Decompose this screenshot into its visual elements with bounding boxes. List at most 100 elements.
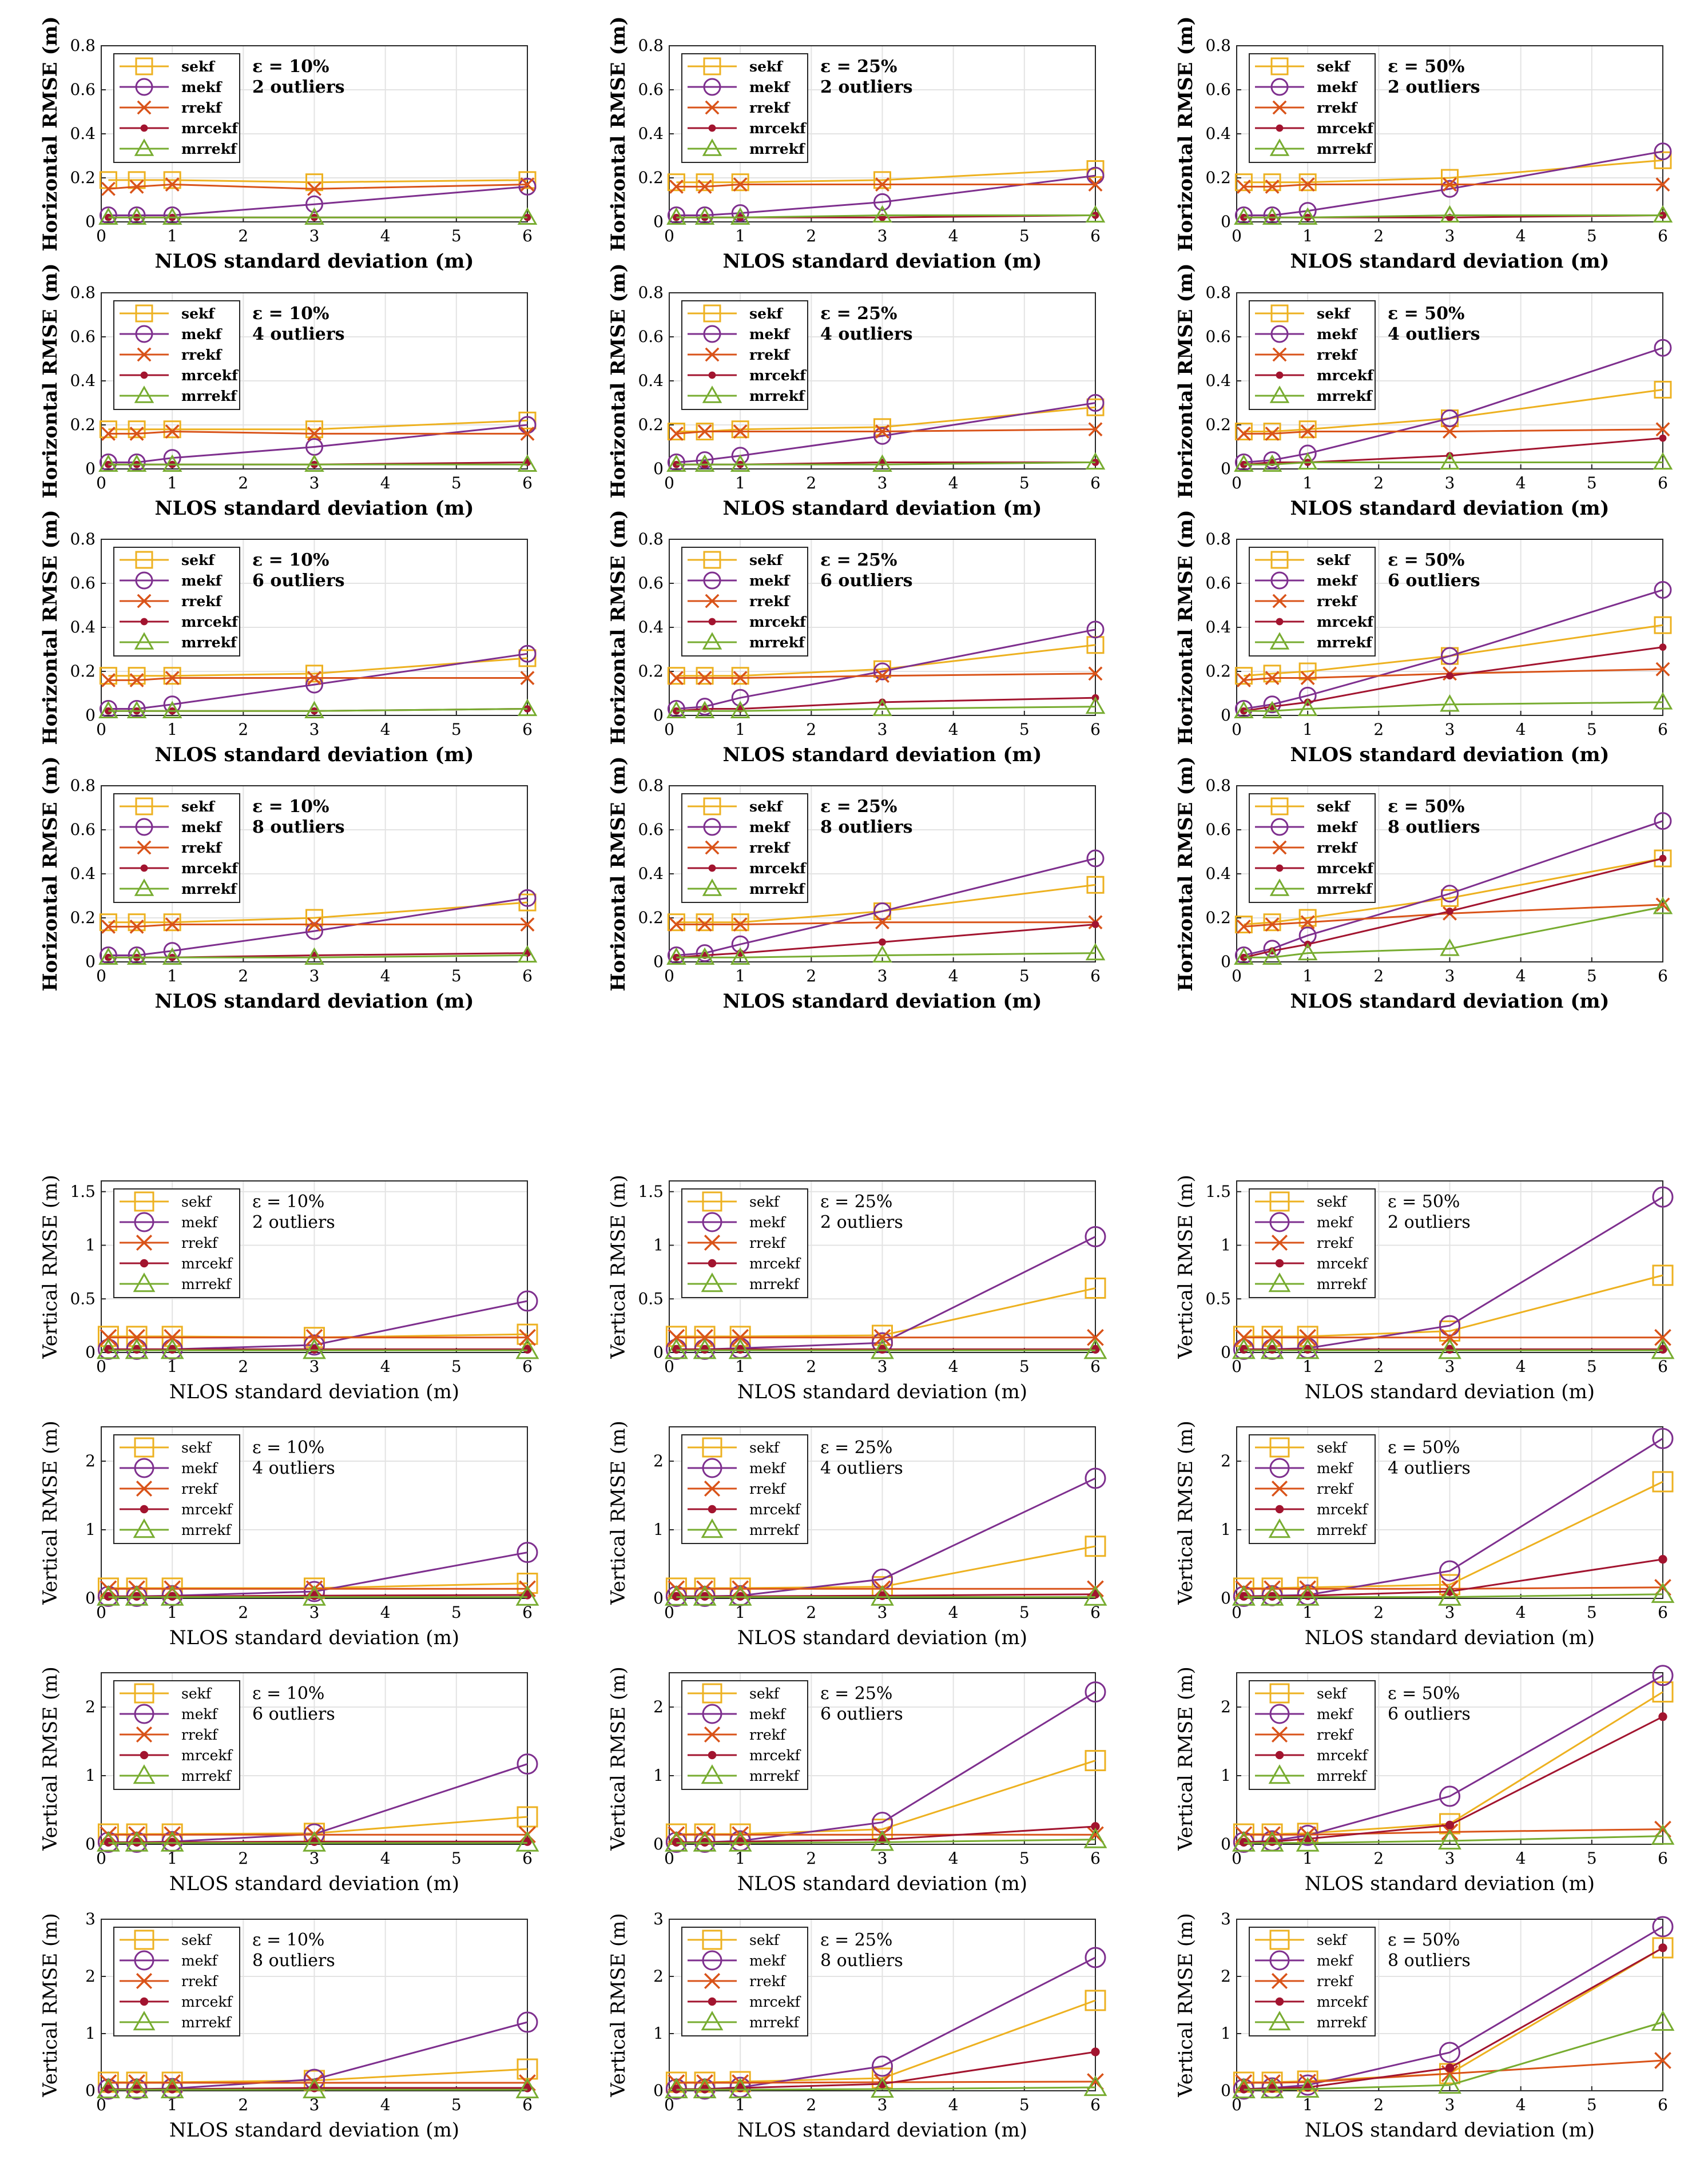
data-point-rrekf xyxy=(129,179,144,194)
outliers-label: 2 outliers xyxy=(820,1212,903,1232)
x-tick-label: 4 xyxy=(1516,226,1526,245)
data-point-sekf xyxy=(696,913,714,932)
data-point-sekf xyxy=(1439,1813,1460,1835)
y-tick-label: 2 xyxy=(85,1451,96,1470)
y-tick-label: 0.4 xyxy=(1205,864,1231,883)
outliers-label: 2 outliers xyxy=(1388,77,1480,97)
y-tick-label: 3 xyxy=(85,1909,96,1928)
data-point-rrekf xyxy=(1654,2052,1671,2069)
x-tick-label: 0 xyxy=(1232,966,1242,985)
legend-label-mrcekf: mrcekf xyxy=(181,1501,233,1518)
x-tick-label: 5 xyxy=(451,474,462,492)
legend-label-sekf: sekf xyxy=(181,552,216,568)
legend-marker-rrekf xyxy=(704,1234,721,1251)
data-point-mrrekf xyxy=(1085,205,1106,223)
x-tick-label: 0 xyxy=(96,2095,106,2114)
panel-horizontal-8-outliers-eps-0: 0 1 2 3 4 5 6 0 0.2 0.4 0.6 0.8 NLOS standard deviat… xyxy=(39,756,538,1013)
data-point-rrekf xyxy=(128,1328,145,1346)
data-point-mrrekf xyxy=(1297,942,1318,961)
data-point-mrrekf xyxy=(162,947,182,965)
legend-label-mrrekf: mrrekf xyxy=(181,634,238,651)
data-point-rrekf xyxy=(1264,1328,1281,1346)
legend-marker-sekf xyxy=(134,1683,154,1704)
data-point-mrrekf xyxy=(1262,701,1282,718)
data-point-mekf xyxy=(873,427,891,445)
legend-marker-mekf xyxy=(702,1704,722,1724)
x-tick-label: 2 xyxy=(1373,474,1384,492)
y-tick-label: 0.4 xyxy=(70,371,96,390)
x-tick-label: 6 xyxy=(1658,1849,1668,1868)
series-line-mrrekf xyxy=(1244,701,1663,712)
legend-marker-sekf xyxy=(134,1191,154,1212)
data-point-mrrekf xyxy=(1232,2078,1256,2099)
x-tick-label: 1 xyxy=(1302,474,1313,492)
data-point-rrekf xyxy=(129,919,144,934)
series-line-mrrekf xyxy=(1244,2021,1663,2091)
x-tick-label: 5 xyxy=(451,1849,462,1868)
data-point-sekf xyxy=(1654,616,1672,634)
data-point-mrrekf xyxy=(304,207,324,225)
data-point-mrrekf xyxy=(1232,1585,1256,1606)
data-point-mrrekf xyxy=(730,207,750,225)
data-point-mekf xyxy=(1652,1186,1674,1208)
x-tick-label: 5 xyxy=(1587,226,1597,245)
y-tick-label: 1 xyxy=(85,2024,96,2043)
legend-label-mekf: mekf xyxy=(181,1460,219,1477)
data-point-mrrekf xyxy=(96,1585,120,1606)
x-tick-label: 5 xyxy=(451,966,462,985)
series-line-mrrekf xyxy=(1244,214,1663,218)
data-point-mekf xyxy=(1086,849,1105,868)
x-tick-label: 3 xyxy=(309,1603,320,1622)
legend-label-rrekf: rrekf xyxy=(1317,1726,1354,1743)
panel-vertical-6-outliers-eps-2: 0 1 2 3 4 5 6 0 1 2 NLOS standard deviation (m) Ver… xyxy=(1174,1665,1675,1895)
data-point-rrekf xyxy=(1655,662,1670,677)
legend-marker-mrcekf xyxy=(708,1997,717,2006)
y-tick-label: 0.2 xyxy=(638,415,664,434)
data-point-rrekf xyxy=(1235,1328,1253,1346)
epsilon-label: ε = 10% xyxy=(252,1192,324,1212)
legend-label-sekf: sekf xyxy=(181,798,216,815)
x-axis-label: NLOS standard deviation (m) xyxy=(1305,1381,1595,1403)
legend-marker-mrcekf xyxy=(708,1505,717,1514)
x-tick-label: 2 xyxy=(1373,1603,1384,1622)
series-line-mrrekf xyxy=(108,707,528,712)
outliers-label: 2 outliers xyxy=(1388,1212,1471,1232)
data-point-mrrekf xyxy=(1083,1338,1107,1359)
legend-marker-mrcekf xyxy=(140,1997,149,2006)
y-axis-label: Vertical RMSE (m) xyxy=(1174,1666,1197,1851)
data-point-rrekf xyxy=(1655,422,1670,437)
data-point-mrrekf xyxy=(125,1338,149,1359)
y-tick-label: 0.2 xyxy=(70,662,96,681)
legend-label-mekf: mekf xyxy=(749,1952,787,1969)
data-point-sekf xyxy=(99,913,117,932)
y-axis-label: Vertical RMSE (m) xyxy=(1174,1175,1197,1359)
data-point-rrekf xyxy=(697,179,712,194)
x-tick-label: 6 xyxy=(1090,1603,1101,1622)
data-point-rrekf xyxy=(100,1328,117,1346)
data-point-mekf xyxy=(696,944,714,962)
data-point-mrcekf xyxy=(1658,1554,1667,1564)
data-point-rrekf xyxy=(1300,671,1315,685)
legend-label-sekf: sekf xyxy=(181,58,216,75)
x-tick-label: 4 xyxy=(380,720,391,739)
data-point-mrrekf xyxy=(1653,692,1673,710)
data-point-rrekf xyxy=(1236,673,1251,687)
data-point-rrekf xyxy=(101,919,116,934)
data-point-sekf xyxy=(731,667,749,685)
legend-label-mrcekf: mrcekf xyxy=(181,367,239,384)
legend-label-rrekf: rrekf xyxy=(181,840,223,856)
data-point-rrekf xyxy=(875,424,889,439)
y-axis-label: Horizontal RMSE (m) xyxy=(39,756,62,991)
data-point-rrekf xyxy=(732,1580,749,1598)
y-tick-label: 0 xyxy=(1221,2081,1231,2100)
x-tick-label: 4 xyxy=(948,474,959,492)
y-tick-label: 1 xyxy=(653,2024,664,2043)
legend-marker-mrcekf xyxy=(140,371,148,379)
legend-marker-mrcekf xyxy=(1275,1505,1284,1514)
x-tick-label: 6 xyxy=(1090,720,1101,739)
data-point-sekf xyxy=(163,420,181,439)
panel-vertical-4-outliers-eps-1: 0 1 2 3 4 5 6 0 1 2 NLOS standard deviation (m) Ver… xyxy=(607,1421,1107,1649)
legend-marker-sekf xyxy=(702,1683,722,1704)
data-point-mrrekf xyxy=(1651,1824,1675,1845)
series-line-mekf xyxy=(676,857,1096,956)
